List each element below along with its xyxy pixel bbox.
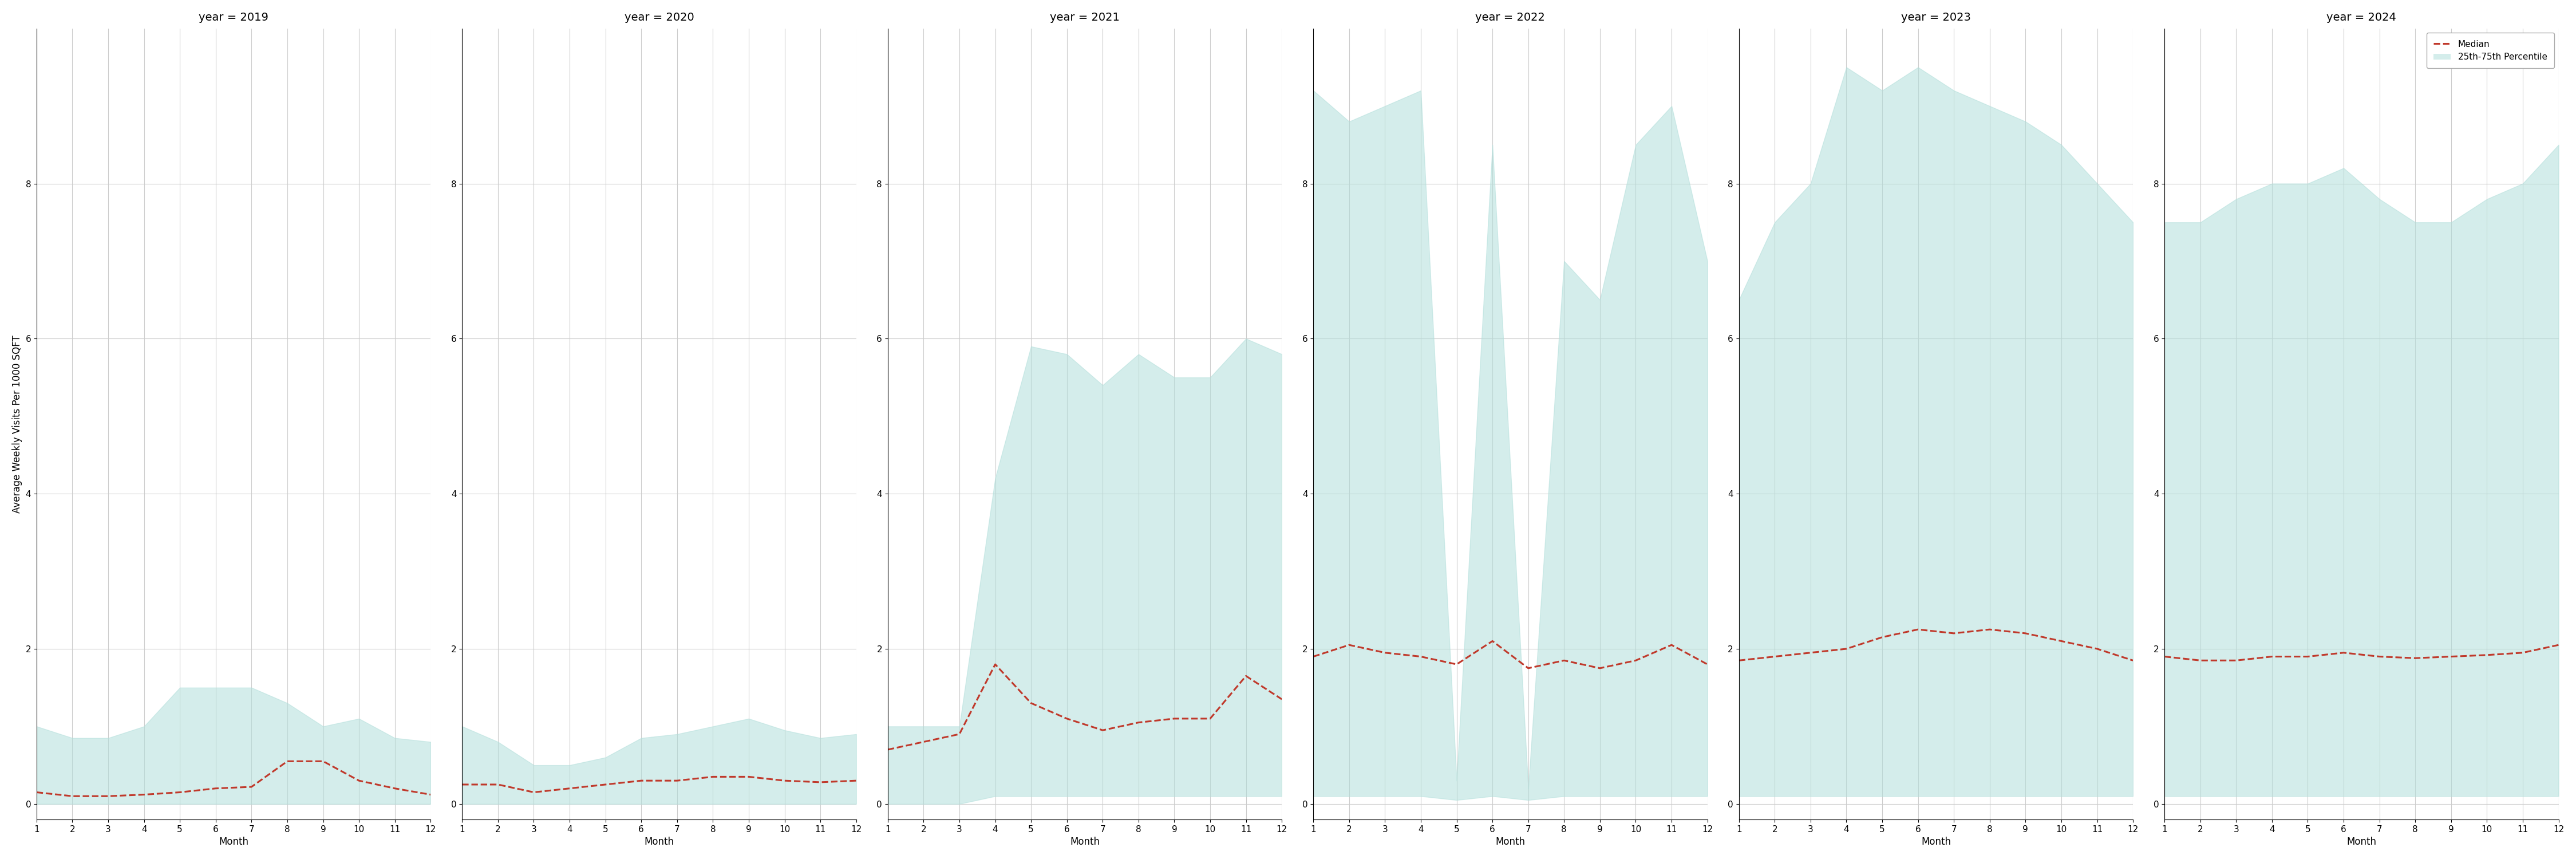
X-axis label: Month: Month xyxy=(2347,837,2378,847)
Median xyxy=(626,776,657,786)
Median xyxy=(273,756,304,766)
Median xyxy=(943,729,974,740)
Median xyxy=(1159,714,1190,724)
Median xyxy=(1087,725,1118,735)
X-axis label: Month: Month xyxy=(219,837,247,847)
Median xyxy=(2148,651,2179,661)
Median xyxy=(554,783,585,794)
Median xyxy=(1476,636,1507,646)
Median xyxy=(2045,636,2076,646)
Median xyxy=(1195,714,1226,724)
Median xyxy=(379,783,410,794)
Median xyxy=(21,787,52,797)
Line: Median: Median xyxy=(36,761,430,796)
Title: year = 2019: year = 2019 xyxy=(198,12,268,23)
X-axis label: Month: Month xyxy=(1922,837,1950,847)
Legend: Median, 25th-75th Percentile: Median, 25th-75th Percentile xyxy=(2427,33,2555,69)
Median xyxy=(1868,632,1899,643)
Line: Median: Median xyxy=(1314,641,1708,668)
Median xyxy=(343,776,374,786)
Median xyxy=(1723,655,1754,666)
Median xyxy=(1620,655,1651,666)
Line: Median: Median xyxy=(461,777,855,792)
Title: year = 2024: year = 2024 xyxy=(2326,12,2396,23)
Median xyxy=(1370,648,1401,658)
Median xyxy=(2401,653,2432,663)
Median xyxy=(2506,648,2537,658)
Median xyxy=(1904,624,1935,635)
Median xyxy=(873,745,904,755)
Median xyxy=(1937,628,1968,638)
Median xyxy=(1656,640,1687,650)
Title: year = 2021: year = 2021 xyxy=(1051,12,1121,23)
Median xyxy=(2543,640,2573,650)
Median xyxy=(1759,651,1790,661)
Median xyxy=(93,791,124,801)
Median xyxy=(446,779,477,789)
Median xyxy=(237,782,268,792)
Median xyxy=(2009,628,2040,638)
Median xyxy=(1692,659,1723,669)
Median xyxy=(57,791,88,801)
Median xyxy=(518,787,549,797)
Median xyxy=(165,787,196,797)
Median xyxy=(1123,717,1154,728)
Line: Median: Median xyxy=(1739,630,2133,661)
Median xyxy=(2117,655,2148,666)
Line: Median: Median xyxy=(2164,645,2558,661)
Median xyxy=(1795,648,1826,658)
Line: Median: Median xyxy=(889,664,1283,750)
Median xyxy=(2437,651,2468,661)
Median xyxy=(1231,671,1262,681)
Median xyxy=(662,776,693,786)
Median xyxy=(770,776,801,786)
Median xyxy=(1267,694,1298,704)
Median xyxy=(201,783,232,794)
X-axis label: Month: Month xyxy=(1497,837,1525,847)
Y-axis label: Average Weekly Visits Per 1000 SQFT: Average Weekly Visits Per 1000 SQFT xyxy=(13,335,23,513)
Median xyxy=(482,779,513,789)
Median xyxy=(2365,651,2396,661)
X-axis label: Month: Month xyxy=(1069,837,1100,847)
Median xyxy=(590,779,621,789)
Median xyxy=(2470,650,2501,661)
X-axis label: Month: Month xyxy=(644,837,675,847)
Median xyxy=(2221,655,2251,666)
Median xyxy=(734,771,765,782)
Median xyxy=(1973,624,2004,635)
Median xyxy=(909,737,940,747)
Median xyxy=(1051,714,1082,724)
Median xyxy=(804,777,835,788)
Title: year = 2022: year = 2022 xyxy=(1476,12,1546,23)
Median xyxy=(1440,659,1471,669)
Median xyxy=(1832,643,1862,654)
Median xyxy=(2081,643,2112,654)
Median xyxy=(840,776,871,786)
Median xyxy=(1512,663,1543,673)
Median xyxy=(979,659,1010,669)
Median xyxy=(129,789,160,800)
Median xyxy=(1015,698,1046,709)
Median xyxy=(1298,651,1329,661)
Median xyxy=(2329,648,2360,658)
Median xyxy=(2184,655,2215,666)
Median xyxy=(1334,640,1365,650)
Median xyxy=(2293,651,2324,661)
Title: year = 2023: year = 2023 xyxy=(1901,12,1971,23)
Median xyxy=(1406,651,1437,661)
Title: year = 2020: year = 2020 xyxy=(623,12,693,23)
Median xyxy=(1548,655,1579,666)
Median xyxy=(415,789,446,800)
Median xyxy=(2257,651,2287,661)
Median xyxy=(698,771,729,782)
Median xyxy=(1584,663,1615,673)
Median xyxy=(307,756,337,766)
